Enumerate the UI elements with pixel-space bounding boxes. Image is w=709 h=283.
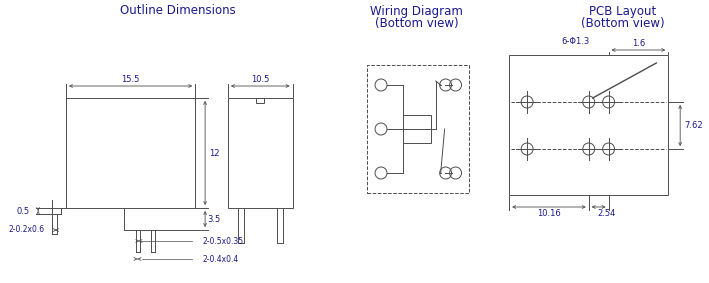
Text: 12: 12 bbox=[209, 149, 219, 158]
Bar bbox=[256, 98, 264, 103]
Text: 2-0.5x0.35: 2-0.5x0.35 bbox=[202, 237, 243, 245]
Text: 0.5: 0.5 bbox=[16, 207, 29, 215]
Text: 7.62: 7.62 bbox=[685, 121, 703, 130]
Text: Outline Dimensions: Outline Dimensions bbox=[121, 5, 236, 18]
Text: 1.6: 1.6 bbox=[632, 38, 645, 48]
Text: 6-Φ1.3: 6-Φ1.3 bbox=[561, 38, 589, 46]
Text: PCB Layout: PCB Layout bbox=[589, 5, 656, 18]
Bar bbox=[367, 65, 469, 193]
Text: 2-0.2x0.6: 2-0.2x0.6 bbox=[9, 226, 45, 235]
Text: 10.5: 10.5 bbox=[251, 76, 269, 85]
Text: (Bottom view): (Bottom view) bbox=[581, 16, 664, 29]
Text: Wiring Diagram: Wiring Diagram bbox=[370, 5, 463, 18]
Text: 2.54: 2.54 bbox=[598, 209, 616, 218]
Bar bbox=[403, 115, 431, 143]
Text: 10.16: 10.16 bbox=[537, 209, 561, 218]
Text: 2-0.4x0.4: 2-0.4x0.4 bbox=[202, 254, 238, 263]
Bar bbox=[509, 55, 669, 195]
Text: 15.5: 15.5 bbox=[121, 76, 140, 85]
Bar bbox=[228, 98, 293, 208]
Text: 3.5: 3.5 bbox=[208, 215, 220, 224]
Text: (Bottom view): (Bottom view) bbox=[375, 16, 459, 29]
